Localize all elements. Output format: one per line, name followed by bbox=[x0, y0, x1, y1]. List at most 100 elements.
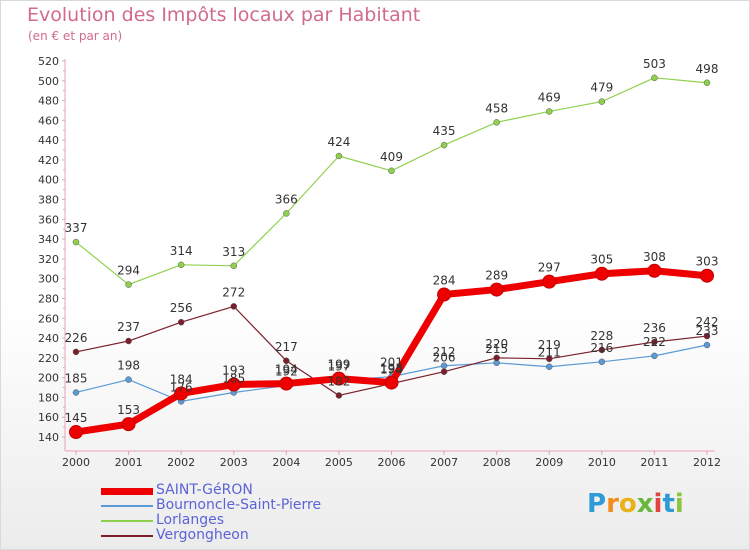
data-label: 294 bbox=[117, 264, 140, 278]
y-tick-label: 400 bbox=[38, 174, 59, 187]
data-label: 498 bbox=[696, 62, 719, 76]
data-point bbox=[177, 318, 185, 326]
y-tick-label: 240 bbox=[38, 332, 59, 345]
data-point bbox=[647, 263, 662, 278]
data-point bbox=[230, 303, 237, 310]
x-tick-label: 2006 bbox=[378, 456, 406, 469]
logo-letter: t bbox=[662, 489, 675, 519]
data-point bbox=[703, 332, 711, 340]
data-label: 153 bbox=[117, 403, 140, 417]
y-tick-label: 200 bbox=[38, 372, 59, 385]
y-tick-label: 220 bbox=[38, 352, 59, 365]
data-point bbox=[651, 74, 658, 82]
data-label: 242 bbox=[696, 315, 719, 329]
proxiti-logo: Proxiti bbox=[587, 489, 684, 519]
data-label: 314 bbox=[170, 244, 193, 258]
data-label: 237 bbox=[117, 320, 140, 334]
legend-label: Vergongheon bbox=[156, 527, 249, 543]
data-point bbox=[331, 371, 346, 386]
data-point bbox=[598, 98, 606, 105]
data-label: 145 bbox=[65, 411, 88, 425]
data-label: 222 bbox=[643, 335, 666, 349]
y-tick-label: 360 bbox=[38, 213, 59, 226]
chart-title: Evolution des Impôts locaux par Habitant bbox=[27, 4, 421, 26]
x-tick-label: 2005 bbox=[325, 456, 353, 469]
data-point bbox=[440, 141, 448, 149]
data-point bbox=[493, 354, 500, 362]
legend-item: Vergongheon bbox=[101, 527, 361, 543]
data-label: 212 bbox=[433, 345, 456, 359]
data-point bbox=[651, 338, 658, 346]
legend-item: Lorlanges bbox=[101, 512, 361, 528]
logo-letter: i bbox=[674, 489, 684, 519]
data-point bbox=[72, 238, 80, 246]
legend-item: Bournoncle-Saint-Pierre bbox=[101, 497, 361, 513]
data-point bbox=[283, 357, 290, 365]
data-label: 272 bbox=[222, 285, 245, 299]
data-label: 182 bbox=[327, 374, 350, 388]
data-point bbox=[72, 389, 80, 396]
data-label: 256 bbox=[170, 301, 193, 315]
data-point bbox=[493, 119, 500, 126]
data-point bbox=[437, 287, 452, 302]
data-point bbox=[230, 262, 237, 270]
y-tick-label: 440 bbox=[38, 134, 59, 147]
y-tick-label: 160 bbox=[38, 411, 59, 424]
data-label: 194 bbox=[275, 363, 298, 377]
legend-swatch bbox=[101, 487, 153, 495]
data-label: 236 bbox=[643, 321, 666, 335]
data-label: 206 bbox=[433, 351, 456, 365]
y-tick-label: 140 bbox=[38, 431, 59, 444]
data-label: 193 bbox=[222, 364, 245, 378]
chart-subtitle: (en € et par an) bbox=[28, 29, 123, 43]
legend-label: Lorlanges bbox=[156, 512, 225, 528]
data-label: 233 bbox=[696, 324, 719, 338]
data-label: 211 bbox=[538, 346, 561, 360]
x-tick-label: 2002 bbox=[167, 456, 195, 469]
data-point bbox=[546, 355, 553, 363]
legend-swatch bbox=[101, 505, 153, 507]
data-point bbox=[283, 210, 290, 217]
x-tick-label: 2010 bbox=[588, 456, 616, 469]
data-point bbox=[279, 376, 294, 391]
data-label: 479 bbox=[590, 81, 613, 95]
logo-letter: x bbox=[636, 489, 654, 519]
legend-label: Bournoncle-Saint-Pierre bbox=[156, 497, 322, 513]
data-point bbox=[598, 358, 606, 366]
data-label: 219 bbox=[538, 338, 561, 352]
data-label: 220 bbox=[485, 337, 508, 351]
y-tick-label: 180 bbox=[38, 391, 59, 404]
data-point bbox=[546, 363, 553, 370]
data-label: 308 bbox=[643, 250, 666, 264]
y-tick-label: 460 bbox=[38, 114, 59, 127]
data-label: 199 bbox=[327, 358, 350, 372]
data-point bbox=[335, 392, 343, 399]
data-label: 192 bbox=[275, 365, 298, 379]
x-tick-label: 2001 bbox=[115, 456, 143, 469]
y-tick-label: 380 bbox=[38, 194, 59, 207]
x-tick-label: 2000 bbox=[62, 456, 90, 469]
x-tick-label: 2003 bbox=[220, 456, 248, 469]
data-label: 197 bbox=[327, 360, 350, 374]
data-label: 228 bbox=[590, 329, 613, 343]
data-point bbox=[69, 425, 83, 440]
logo-letter: r bbox=[606, 489, 619, 519]
data-label: 185 bbox=[65, 371, 88, 385]
x-tick-label: 2009 bbox=[535, 456, 563, 469]
data-point bbox=[335, 152, 343, 160]
data-label: 424 bbox=[327, 135, 350, 149]
y-tick-label: 420 bbox=[38, 154, 59, 167]
data-label: 198 bbox=[117, 359, 140, 373]
data-label: 313 bbox=[222, 245, 245, 259]
data-point bbox=[125, 337, 132, 345]
data-label: 337 bbox=[65, 221, 88, 235]
data-point bbox=[125, 281, 132, 288]
data-point bbox=[598, 346, 606, 354]
data-label: 366 bbox=[275, 192, 298, 206]
legend-item: SAINT-GéRON bbox=[101, 482, 361, 498]
data-label: 469 bbox=[538, 90, 561, 104]
data-point bbox=[125, 376, 132, 383]
data-point bbox=[700, 268, 714, 283]
